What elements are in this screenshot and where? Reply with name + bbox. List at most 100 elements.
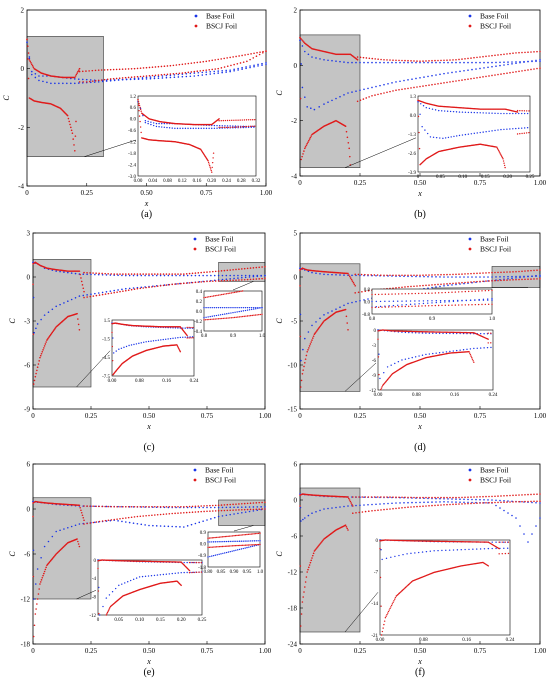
data-point [233, 69, 235, 72]
inset-data-point [248, 315, 250, 317]
data-point [243, 508, 246, 511]
inset-y-tick-label: 1.5 [104, 319, 111, 324]
inset-data-point [250, 546, 252, 548]
inset-data-point [401, 293, 403, 295]
data-point [59, 303, 61, 306]
data-point [530, 500, 532, 503]
data-point [229, 506, 231, 509]
data-point [199, 70, 202, 72]
inset-data-point [248, 546, 250, 548]
data-point [29, 60, 31, 63]
data-point [455, 71, 457, 73]
data-point [107, 505, 109, 508]
data-point [212, 270, 214, 273]
data-point [527, 500, 529, 503]
data-point [55, 530, 57, 533]
data-point [83, 296, 85, 299]
inset-data-point [467, 304, 470, 306]
data-point [345, 130, 348, 133]
inset-data-point [208, 296, 210, 298]
data-point [376, 274, 379, 276]
data-point [467, 276, 469, 278]
data-point [358, 496, 360, 498]
inset-data-point [150, 121, 152, 123]
inset-data-point [448, 549, 451, 551]
data-point [428, 60, 430, 62]
inset-data-point [443, 110, 446, 112]
data-point [425, 274, 427, 276]
data-point [464, 78, 466, 81]
inset-data-point [502, 158, 504, 160]
data-point [376, 496, 379, 498]
inset-y-tick-label: -1.2 [128, 141, 136, 146]
inset-data-point [491, 547, 493, 550]
y-tick-label: 0 [294, 497, 298, 505]
data-point [172, 64, 175, 67]
inset-data-point [210, 537, 212, 539]
inset-data-point [381, 293, 383, 296]
data-point [83, 505, 85, 507]
data-point [533, 51, 535, 53]
data-point [225, 506, 228, 509]
legend-label: Base Foil [205, 466, 234, 475]
y-tick-label: -12 [288, 569, 298, 577]
inset-data-point [137, 99, 139, 101]
inset-data-point [118, 348, 120, 350]
data-point [69, 123, 71, 126]
data-point [371, 86, 373, 89]
x-tick-label: 0.75 [201, 647, 214, 655]
data-point [183, 526, 185, 528]
inset-data-point [128, 344, 130, 347]
data-point [515, 270, 517, 273]
inset-data-point [452, 299, 455, 302]
inset-y-tick-label: -0.6 [128, 129, 136, 134]
data-point [194, 274, 197, 277]
inset-data-point [401, 300, 403, 302]
data-point [166, 65, 169, 67]
data-point [509, 271, 511, 273]
x-tick-label: 0.25 [85, 647, 98, 655]
data-point [193, 75, 196, 77]
inset-data-point [232, 291, 234, 294]
data-point [302, 40, 304, 42]
inset-data-point [235, 291, 237, 293]
data-point [506, 271, 508, 273]
data-point [217, 270, 220, 272]
inset-data-point [523, 112, 526, 115]
data-point [427, 501, 429, 504]
data-point [461, 503, 463, 505]
data-point [488, 501, 490, 504]
inset-data-point [414, 300, 416, 302]
data-point [304, 337, 306, 340]
data-point [194, 281, 197, 284]
data-point [78, 67, 81, 70]
inset-data-point [214, 295, 216, 297]
inset-x-tick-label: 0.05 [114, 618, 123, 623]
inset-data-point [402, 553, 404, 556]
inset-data-point [501, 156, 504, 159]
data-point [449, 273, 451, 276]
data-point [443, 285, 445, 287]
data-point [168, 283, 171, 286]
data-point [241, 511, 243, 514]
data-point [531, 501, 533, 504]
data-point [314, 332, 317, 334]
inset-data-point [226, 545, 228, 547]
data-point [43, 347, 45, 349]
data-point [206, 274, 208, 277]
data-point [364, 273, 366, 276]
data-point [101, 272, 103, 275]
data-point [443, 72, 445, 75]
inset-data-point [504, 166, 506, 169]
data-point [163, 274, 166, 277]
inset-data-point [240, 290, 242, 292]
data-point [357, 273, 360, 276]
inset-data-point [516, 133, 519, 135]
data-point [364, 290, 367, 293]
y-tick-label: 0 [27, 506, 31, 514]
inset-y-tick-label: -0.8 [362, 313, 370, 318]
data-point [249, 65, 251, 67]
data-point [500, 501, 502, 504]
data-point [34, 73, 37, 75]
